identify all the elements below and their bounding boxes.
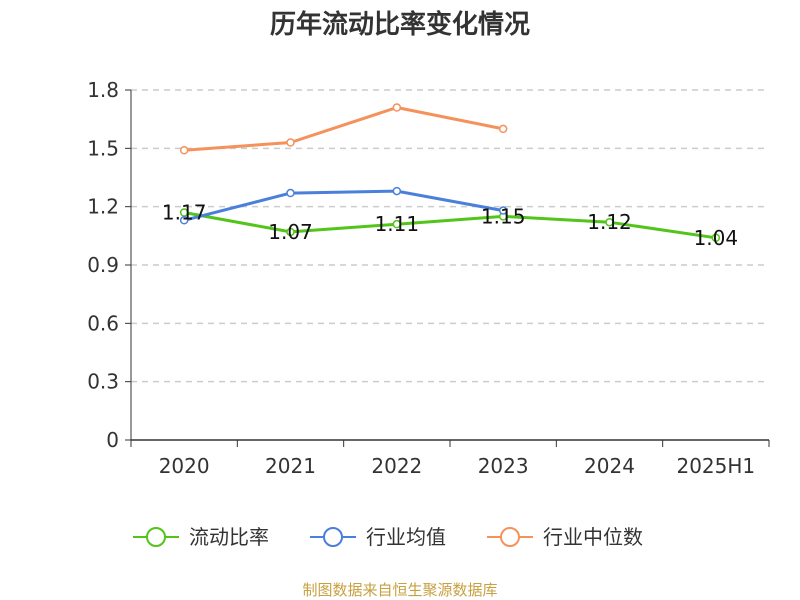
data-point	[392, 103, 402, 112]
legend: 流动比率 行业均值 行业中位数	[133, 525, 643, 549]
x-tick-label: 2022	[371, 454, 422, 478]
x-tick-label: 2020	[159, 454, 210, 478]
data-label: 1.17	[162, 201, 207, 225]
data-point	[286, 227, 295, 237]
series-line-2	[182, 106, 505, 152]
legend-marker-1	[323, 527, 343, 547]
data-point	[179, 208, 189, 217]
grid-layer	[131, 89, 769, 383]
data-point	[179, 216, 189, 225]
data-labels-layer: 1.17 1.07 1.11 1.15 1.12 1.04	[162, 201, 738, 250]
y-tick-label: 0.9	[87, 253, 119, 277]
x-tick-label: 2023	[478, 454, 529, 478]
y-tick-label: 0.3	[87, 370, 119, 394]
chart-title: 历年流动比率变化情况	[270, 9, 530, 40]
data-point	[179, 146, 189, 155]
y-tick-label: 1.2	[87, 195, 119, 219]
x-tick-label: 2025H1	[676, 454, 755, 478]
y-tick-label: 0.6	[87, 311, 119, 335]
data-label: 1.07	[268, 220, 313, 244]
y-tick-label: 1.5	[87, 136, 119, 160]
x-tick-label: 2021	[265, 454, 316, 478]
series-line-1	[182, 189, 505, 222]
source-note: 制图数据来自恒生聚源数据库	[302, 581, 497, 599]
series-layer	[179, 103, 721, 243]
legend-marker-0	[146, 527, 166, 547]
axes-layer: 0 0.3 0.6 0.9 1.2 1.5 1.8 2020 2021 2022 2023 2024 2…	[87, 78, 770, 478]
data-label: 1.15	[481, 204, 526, 228]
data-label: 1.12	[587, 210, 632, 234]
data-point	[286, 138, 295, 147]
data-point	[711, 233, 721, 243]
x-tick-label: 2024	[584, 454, 635, 478]
y-tick-label: 1.8	[87, 78, 119, 102]
legend-marker-2	[500, 527, 520, 547]
data-point	[392, 186, 402, 196]
data-label: 1.11	[375, 212, 420, 236]
data-point	[392, 219, 402, 229]
series-line-0	[182, 211, 718, 240]
data-point	[286, 188, 295, 198]
legend-label-1: 行业均值	[366, 525, 446, 549]
legend-label-2: 行业中位数	[543, 525, 643, 549]
legend-label-0: 流动比率	[189, 525, 269, 549]
data-point	[498, 124, 508, 134]
data-label: 1.04	[694, 226, 739, 250]
y-tick-label: 0	[106, 428, 119, 452]
data-point	[498, 206, 508, 215]
data-point	[605, 217, 614, 227]
